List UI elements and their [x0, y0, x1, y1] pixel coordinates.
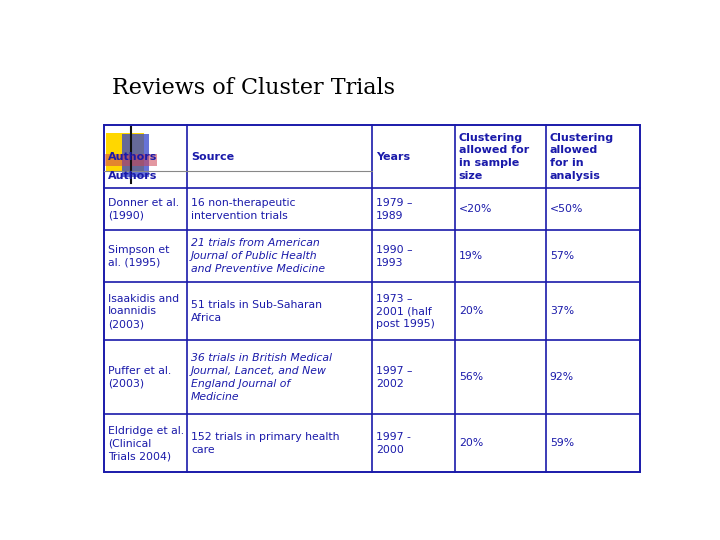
Text: Puffer et al.
(2003): Puffer et al. (2003) — [108, 366, 171, 389]
Text: Eldridge et al.
(Clinical
Trials 2004): Eldridge et al. (Clinical Trials 2004) — [108, 426, 184, 461]
Text: Simpson et
al. (1995): Simpson et al. (1995) — [108, 245, 169, 268]
Text: 36 trials in British Medical
Journal, Lancet, and New
England Journal of
Medicin: 36 trials in British Medical Journal, La… — [191, 353, 332, 402]
Text: 1997 –
2002: 1997 – 2002 — [376, 366, 412, 389]
Text: 1973 –
2001 (half
post 1995): 1973 – 2001 (half post 1995) — [376, 294, 435, 329]
Text: 37%: 37% — [550, 306, 574, 316]
Text: 20%: 20% — [459, 306, 483, 316]
Text: Reviews of Cluster Trials: Reviews of Cluster Trials — [112, 77, 395, 99]
Text: Years: Years — [376, 152, 410, 162]
Text: Isaakidis and
Ioannidis
(2003): Isaakidis and Ioannidis (2003) — [108, 294, 179, 329]
Bar — [104, 125, 639, 472]
Bar — [122, 134, 149, 177]
Text: 1990 –
1993: 1990 – 1993 — [376, 245, 413, 268]
Text: 1997 -
2000: 1997 - 2000 — [376, 432, 410, 455]
Text: Clustering
allowed
for in
analysis: Clustering allowed for in analysis — [550, 132, 614, 181]
Text: 19%: 19% — [459, 251, 483, 261]
Text: 57%: 57% — [550, 251, 574, 261]
Text: 20%: 20% — [459, 438, 483, 448]
Text: 56%: 56% — [459, 373, 483, 382]
Text: <50%: <50% — [550, 204, 583, 214]
Text: Authors: Authors — [108, 171, 157, 181]
Text: 16 non-therapeutic
intervention trials: 16 non-therapeutic intervention trials — [191, 198, 295, 220]
Text: Donner et al.
(1990): Donner et al. (1990) — [108, 198, 179, 220]
Text: 152 trials in primary health
care: 152 trials in primary health care — [191, 432, 339, 455]
Text: 1979 –
1989: 1979 – 1989 — [376, 198, 412, 220]
Text: 51 trials in Sub-Saharan
Africa: 51 trials in Sub-Saharan Africa — [191, 300, 322, 323]
Text: Source: Source — [191, 152, 234, 162]
Text: 59%: 59% — [550, 438, 574, 448]
Bar — [105, 154, 156, 166]
Text: Authors: Authors — [108, 152, 157, 162]
Text: 92%: 92% — [550, 373, 574, 382]
Text: <20%: <20% — [459, 204, 492, 214]
Bar — [106, 133, 145, 171]
Text: Clustering
allowed for
in sample
size: Clustering allowed for in sample size — [459, 132, 529, 181]
Text: 21 trials from American
Journal of Public Health
and Preventive Medicine: 21 trials from American Journal of Publi… — [191, 238, 325, 274]
